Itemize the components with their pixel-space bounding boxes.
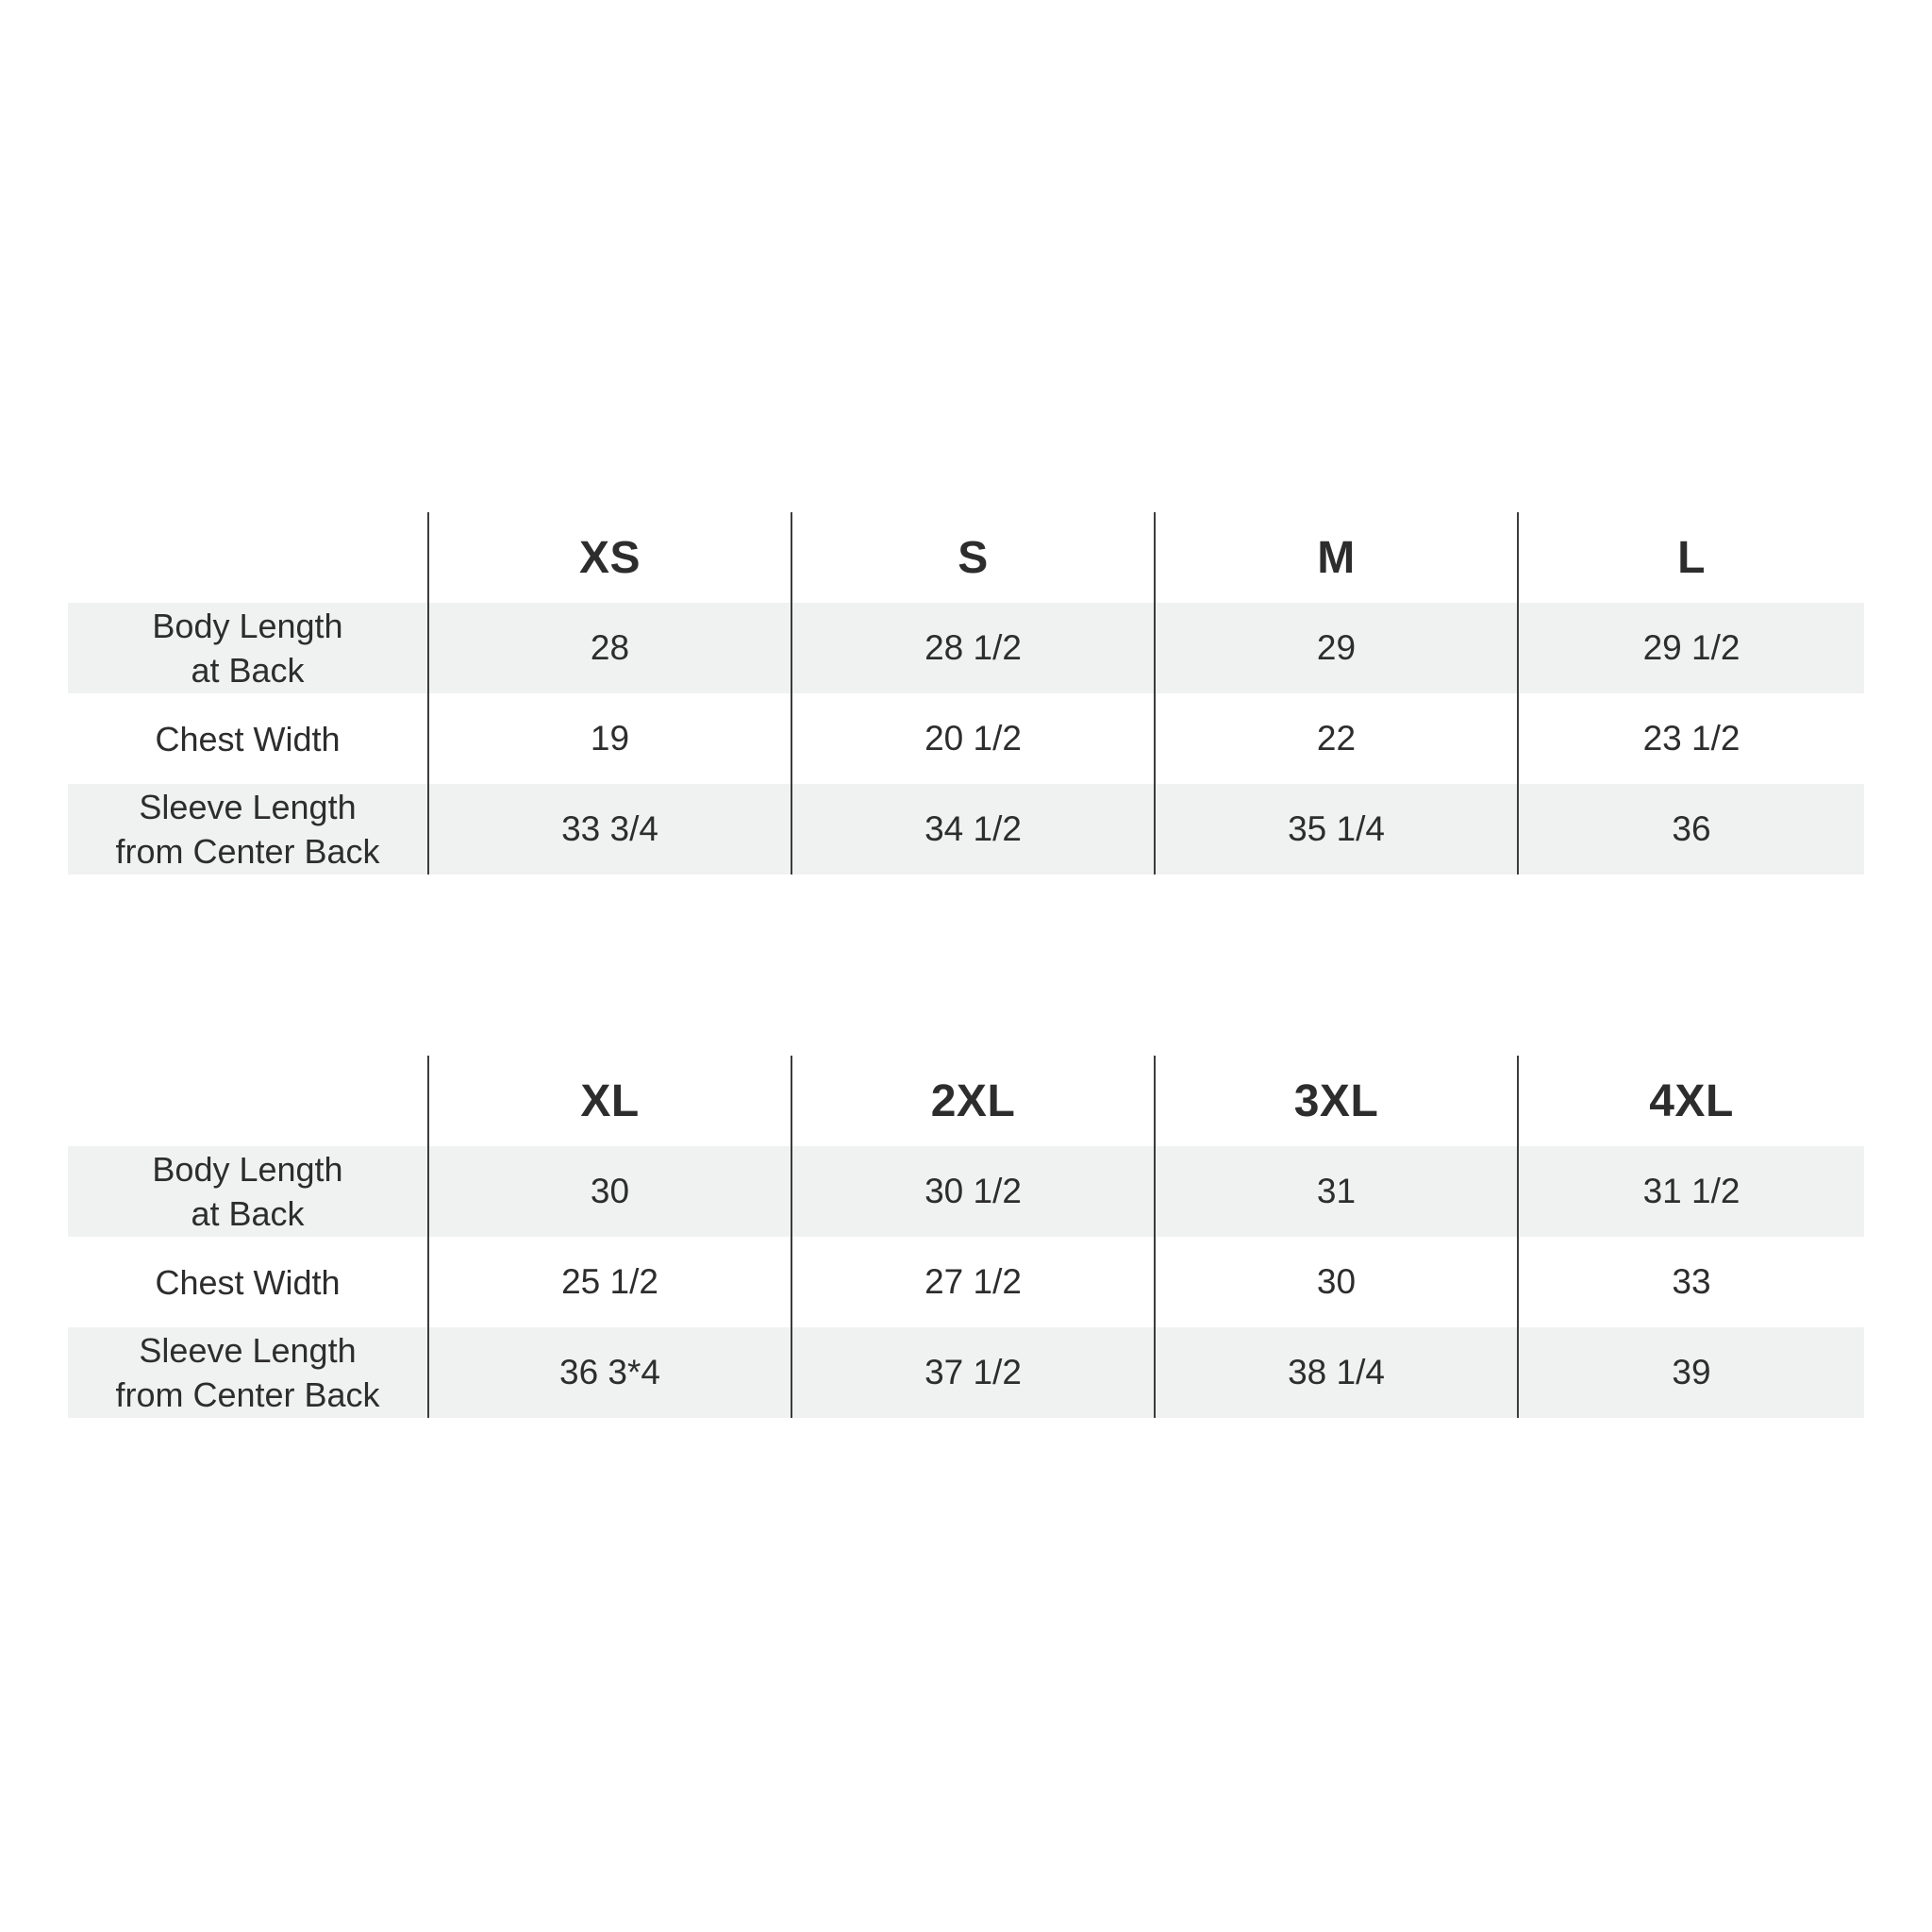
- corner-spacer: [68, 1056, 427, 1146]
- value-cell: 34 1/2: [791, 784, 1154, 874]
- value-cell: 30 1/2: [791, 1146, 1154, 1237]
- value-cell: 23 1/2: [1517, 693, 1864, 784]
- row-label-chest-width: Chest Width: [155, 1262, 341, 1302]
- value-cell: 36: [1517, 784, 1864, 874]
- header-cell-l: L: [1517, 512, 1864, 603]
- value-cell: 31: [1154, 1146, 1517, 1237]
- value-cell: 28 1/2: [791, 603, 1154, 693]
- row-label-sleeve-length: Sleeve Length from Center Back: [68, 1327, 427, 1418]
- size-table-xs-l: XS S M L Body Length at Back 28 28 1/2 2…: [68, 512, 1864, 874]
- header-cell-3xl: 3XL: [1154, 1056, 1517, 1146]
- value-cell: 27 1/2: [791, 1237, 1154, 1327]
- value-cell: 33: [1517, 1237, 1864, 1327]
- header-cell-m: M: [1154, 512, 1517, 603]
- value-cell: 30: [427, 1146, 791, 1237]
- row-label-body-length: Body Length at Back: [68, 603, 427, 693]
- value-cell: 36 3*4: [427, 1327, 791, 1418]
- value-cell: 38 1/4: [1154, 1327, 1517, 1418]
- row-label-chest-width: Chest Width: [155, 719, 341, 758]
- size-table-xl-4xl: XL 2XL 3XL 4XL Body Length at Back 30 30…: [68, 1056, 1864, 1418]
- value-cell: 31 1/2: [1517, 1146, 1864, 1237]
- value-cell: 39: [1517, 1327, 1864, 1418]
- header-cell-s: S: [791, 512, 1154, 603]
- value-cell: 29 1/2: [1517, 603, 1864, 693]
- corner-spacer: [68, 512, 427, 603]
- header-cell-xl: XL: [427, 1056, 791, 1146]
- value-cell: 22: [1154, 693, 1517, 784]
- value-cell: 33 3/4: [427, 784, 791, 874]
- value-cell: 35 1/4: [1154, 784, 1517, 874]
- value-cell: 30: [1154, 1237, 1517, 1327]
- header-cell-xs: XS: [427, 512, 791, 603]
- row-label-sleeve-length: Sleeve Length from Center Back: [68, 784, 427, 874]
- value-cell: 19: [427, 693, 791, 784]
- header-cell-4xl: 4XL: [1517, 1056, 1864, 1146]
- value-cell: 28: [427, 603, 791, 693]
- value-cell: 29: [1154, 603, 1517, 693]
- value-cell: 20 1/2: [791, 693, 1154, 784]
- value-cell: 37 1/2: [791, 1327, 1154, 1418]
- header-cell-2xl: 2XL: [791, 1056, 1154, 1146]
- value-cell: 25 1/2: [427, 1237, 791, 1327]
- row-label-body-length: Body Length at Back: [68, 1146, 427, 1237]
